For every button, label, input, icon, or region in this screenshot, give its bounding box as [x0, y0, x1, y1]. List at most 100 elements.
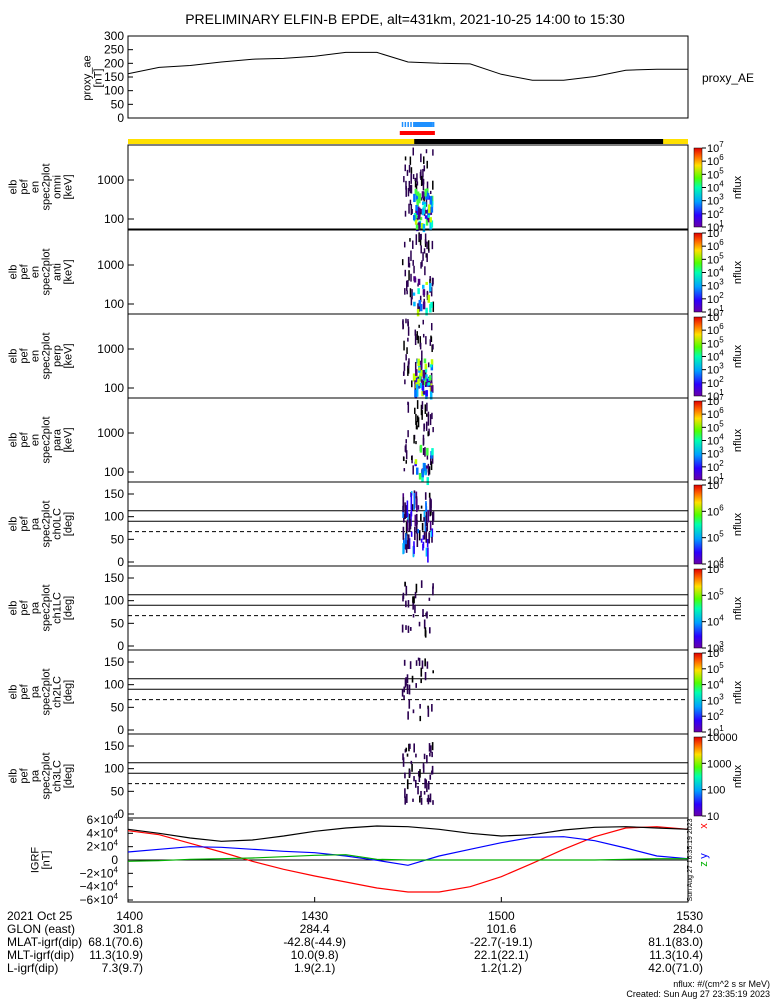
- energy-panel-2-core: [425, 390, 428, 397]
- energy-panel-0-mark: [404, 210, 407, 217]
- energy-panel-1-mark: [404, 288, 406, 295]
- energy-panel-1-mark: [408, 256, 410, 266]
- igrf-legend-x: x: [698, 823, 710, 829]
- energy-panel-0-core: [429, 217, 432, 223]
- proxy-ae-ytick-label: 50: [111, 97, 125, 111]
- energy-panel-3-mark: [426, 402, 428, 412]
- pitch-panel-3-mark: [402, 753, 404, 761]
- pitch-panel-0-mark: [429, 521, 432, 531]
- energy-panel-2-mark: [422, 333, 425, 338]
- energy-panel-2-core: [415, 377, 419, 386]
- pitch-panel-3-mark: [420, 797, 423, 805]
- pitch-panel-3-mark: [427, 794, 430, 805]
- pitch-panel-ylabel-line: spec2plot: [41, 584, 53, 631]
- footer-note: Created: Sun Aug 27 23:35:19 2023: [626, 989, 770, 999]
- energy-panel-1-mark: [419, 234, 422, 246]
- pitch-panel-colorbar-tick-exp: 2: [719, 708, 724, 717]
- energy-panel-0-mark: [420, 175, 423, 187]
- energy-panel-3-mark: [432, 427, 434, 433]
- ephemeris-value: 1.9(2.1): [294, 961, 335, 975]
- pitch-panel-0-mark: [422, 535, 425, 540]
- energy-panel-2-core: [429, 391, 433, 400]
- energy-panel-2-core: [418, 367, 421, 371]
- energy-panel-0-core: [418, 193, 422, 201]
- pitch-panel-1-mark: [432, 586, 434, 596]
- pitch-panel-2-mark: [406, 684, 409, 695]
- pitch-panel-0-mark: [408, 513, 411, 531]
- pitch-panel-2-mark: [403, 695, 405, 700]
- pitch-panel-colorbar-tick-label: 102: [707, 708, 724, 723]
- energy-panel-colorbar-tick-exp: 3: [719, 193, 724, 202]
- pitch-panel-0-mark: [403, 514, 405, 523]
- energy-panel-0-mark: [426, 160, 428, 169]
- energy-panel-2-mark: [402, 319, 404, 330]
- pitch-panel-ytick-label: 150: [104, 571, 124, 585]
- pitch-panel-3-mark: [422, 764, 425, 773]
- energy-panel-0-core: [422, 223, 426, 233]
- pitch-panel-0-mark: [416, 498, 418, 513]
- pitch-panel-ylabel-line: [deg]: [63, 596, 75, 620]
- energy-panel-0-mark: [404, 156, 407, 161]
- energy-panel-1-mark: [419, 295, 422, 303]
- energy-panel-1-mark: [404, 269, 407, 277]
- pitch-panel-ytick-label: 50: [111, 700, 125, 714]
- pitch-panel-2-mark: [409, 661, 412, 669]
- ephemeris-value: 1500: [488, 909, 515, 923]
- energy-panel-3-mark: [429, 414, 432, 426]
- pitch-panel-ylabel-line: spec2plot: [41, 500, 53, 547]
- status-marker-blue: [407, 122, 409, 127]
- pitch-panel-colorbar-tick-exp: 4: [719, 677, 724, 686]
- pitch-panel-ytick-label: 150: [104, 655, 124, 669]
- energy-panel-3-core: [423, 463, 426, 472]
- energy-panel-1-mark: [431, 240, 434, 250]
- pitch-panel-0-mark: [426, 522, 429, 532]
- energy-panel-colorbar-tick-exp: 4: [719, 433, 724, 442]
- energy-panel-1-core: [425, 307, 428, 316]
- pitch-panel-ylabel-line: ch2LC: [52, 676, 64, 708]
- pitch-panel-0-mark: [413, 545, 415, 554]
- energy-panel-0-core: [420, 222, 424, 229]
- energy-panel-0-core: [424, 188, 427, 197]
- pitch-panel-2-mark: [432, 670, 435, 674]
- energy-panel-ytick-label: 1000: [97, 258, 124, 272]
- energy-panel-2-mark: [417, 335, 419, 344]
- energy-panel-0-mark: [411, 208, 413, 214]
- igrf-legend-y: y: [698, 853, 710, 859]
- pitch-panel-ytick-label: 50: [111, 616, 125, 630]
- energy-panel-3-mark: [416, 415, 419, 423]
- energy-panel-3-core: [421, 475, 424, 483]
- energy-panel-0-core: [424, 215, 428, 219]
- ephemeris-value: 1430: [301, 909, 328, 923]
- pitch-panel-colorbar-tick-exp: 3: [719, 692, 724, 701]
- energy-panel-ytick-label: 100: [104, 465, 124, 479]
- igrf-series-z: [127, 854, 688, 862]
- pitch-panel-colorbar-gradient: [693, 736, 703, 817]
- energy-panel-1-mark: [401, 259, 404, 266]
- pitch-panel-3-mark: [423, 753, 426, 760]
- ephemeris-value: 42.0(71.0): [648, 961, 703, 975]
- energy-panel-0-mark: [422, 182, 425, 191]
- energy-panel-0-mark: [416, 173, 418, 182]
- energy-panel-3-mark: [405, 460, 408, 464]
- pitch-panel-0-mark: [414, 526, 416, 541]
- igrf-ylabel: IGRF[nT]: [30, 847, 53, 874]
- energy-panel-colorbar-tick-exp: 7: [719, 140, 724, 149]
- pitch-panel-0-mark: [410, 531, 413, 537]
- ephemeris-value: 1.2(1.2): [481, 961, 522, 975]
- energy-panel-0-core: [419, 216, 423, 221]
- energy-panel-2-core: [415, 389, 419, 397]
- igrf-ytick-exp: 4: [114, 839, 119, 848]
- energy-panel-colorbar-tick-exp: 2: [719, 206, 724, 215]
- energy-panel-colorbar-label: nflux: [732, 175, 744, 199]
- energy-panel-3-mark: [407, 430, 409, 438]
- pitch-panel-3-mark: [410, 760, 413, 765]
- pitch-panel-colorbar-gradient: [693, 652, 703, 733]
- energy-panel-0-mark: [416, 181, 419, 186]
- pitch-panel-0-mark: [413, 493, 416, 510]
- energy-panel-0-core: [416, 199, 419, 207]
- pitch-panel-0-mark: [421, 522, 424, 531]
- ephemeris-value: 10.0(9.8): [291, 948, 339, 962]
- energy-panel-colorbar-tick-exp: 4: [719, 349, 724, 358]
- energy-panel-colorbar-label: nflux: [732, 344, 744, 368]
- energy-panel-1-core: [416, 309, 420, 317]
